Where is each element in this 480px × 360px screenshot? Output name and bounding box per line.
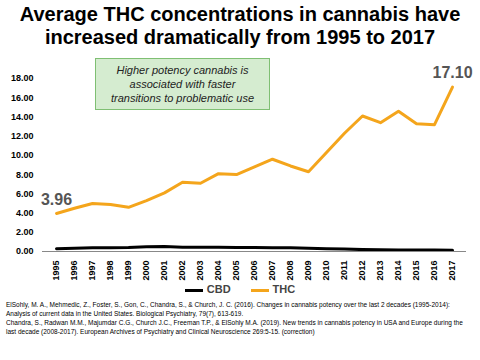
svg-text:2013: 2013 (375, 261, 385, 281)
svg-text:10.00: 10.00 (11, 150, 34, 160)
html-text:ElSohly, M. A., Mehmedic, Z.,: ElSohly, M. A., Mehmedic, Z., Foster, S.… (6, 301, 450, 317)
svg-text:2007: 2007 (267, 261, 277, 281)
html-text:transitions to problematic use: transitions to problematic use (111, 92, 254, 104)
svg-text:1999: 1999 (123, 261, 133, 281)
html-text:Chandra, S., Radwan M.M., Maju: Chandra, S., Radwan M.M., Majumdar C.G.,… (6, 319, 463, 335)
svg-text:1998: 1998 (105, 261, 115, 281)
svg-text:6.00: 6.00 (16, 189, 34, 199)
svg-text:2016: 2016 (429, 261, 439, 281)
svg-text:2004: 2004 (213, 261, 223, 281)
svg-text:2003: 2003 (195, 261, 205, 281)
svg-text:2015: 2015 (411, 261, 421, 281)
svg-text:2011: 2011 (339, 261, 349, 281)
svg-text:2017: 2017 (447, 261, 457, 281)
svg-text:2002: 2002 (177, 261, 187, 281)
svg-text:1997: 1997 (87, 261, 97, 281)
svg-text:2001: 2001 (159, 261, 169, 281)
svg-text:1995: 1995 (51, 261, 61, 281)
svg-text:0.00: 0.00 (16, 246, 34, 256)
svg-text:2006: 2006 (249, 261, 259, 281)
html-text:Higher potency cannabis is: Higher potency cannabis is (116, 64, 249, 76)
svg-text:2012: 2012 (357, 261, 367, 281)
svg-text:2.00: 2.00 (16, 227, 34, 237)
html-text:Average THC concentrations in: Average THC concentrations in cannabis h… (19, 3, 461, 48)
svg-text:17.10: 17.10 (432, 64, 472, 81)
svg-text:14.00: 14.00 (11, 112, 34, 122)
svg-text:4.00: 4.00 (16, 208, 34, 218)
svg-text:2000: 2000 (141, 261, 151, 281)
svg-text:3.96: 3.96 (41, 191, 72, 208)
svg-text:2009: 2009 (303, 261, 313, 281)
svg-text:12.00: 12.00 (11, 131, 34, 141)
svg-text:8.00: 8.00 (16, 169, 34, 179)
html-text:THC: THC (272, 283, 296, 295)
svg-text:18.00: 18.00 (11, 73, 34, 83)
svg-text:1996: 1996 (69, 261, 79, 281)
html-text:associated with faster: associated with faster (129, 78, 236, 90)
svg-text:2005: 2005 (231, 261, 241, 281)
html-text:CBD: CBD (206, 283, 231, 295)
svg-text:16.00: 16.00 (11, 93, 34, 103)
svg-text:2010: 2010 (321, 261, 331, 281)
svg-text:2008: 2008 (285, 261, 295, 281)
svg-text:2014: 2014 (393, 261, 403, 281)
